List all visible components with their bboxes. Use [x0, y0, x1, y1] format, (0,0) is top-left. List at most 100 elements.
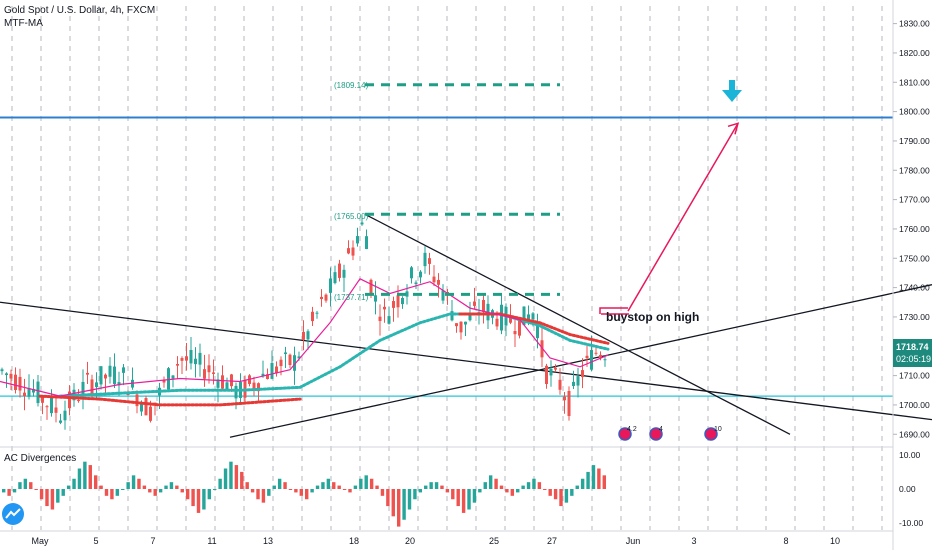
candle-body: [495, 318, 499, 327]
candle-body: [356, 236, 359, 244]
candle-body: [9, 373, 13, 379]
oscillator-pane: [2, 461, 606, 527]
oscillator-bar: [218, 478, 222, 489]
price-tick-label: 1800.00: [899, 107, 930, 117]
oscillator-bar: [196, 489, 201, 513]
oscillator-bar: [110, 489, 114, 500]
candle-body: [531, 313, 535, 320]
candle-body: [464, 321, 467, 325]
oscillator-bar: [283, 482, 287, 489]
oscillator-bar: [34, 489, 38, 490]
oscillator-bar: [148, 489, 152, 493]
oscillator-bar: [261, 489, 266, 503]
price-tick-label: 1740.00: [899, 283, 930, 293]
candle-body: [563, 396, 566, 401]
price-tick-label: 1730.00: [899, 312, 930, 322]
candle-body: [500, 304, 503, 331]
oscillator-bar: [288, 489, 293, 490]
oscillator-bar: [586, 471, 590, 489]
oscillator-bar: [294, 489, 298, 493]
candle-body: [50, 396, 53, 414]
oscillator-bar: [315, 485, 320, 489]
oscillator-bar: [213, 489, 217, 490]
oscillator-bar: [516, 489, 520, 493]
price-tick-label: 1830.00: [899, 19, 930, 29]
candle-body: [405, 291, 409, 297]
oscillator-bar: [434, 482, 439, 489]
candle-body: [212, 372, 215, 374]
candle-body: [459, 321, 463, 333]
candle-body: [45, 406, 49, 408]
oscillator-bar: [223, 468, 228, 489]
oscillator-bar: [429, 482, 433, 489]
time-tick-label: 7: [150, 536, 155, 546]
time-tick-label: 3: [691, 536, 696, 546]
oscillator-bar: [66, 485, 71, 489]
last-price: 1718.74: [896, 342, 929, 352]
candle-body: [338, 263, 341, 278]
time-tick-label: May: [31, 536, 49, 546]
level-label-1765: (1765.00): [334, 212, 369, 221]
candle-body: [585, 355, 589, 359]
candle-body: [32, 389, 35, 393]
candle-body: [410, 267, 413, 279]
buystop-marker: [599, 307, 628, 314]
us-flag-icon[interactable]: [704, 427, 718, 441]
candle-body: [266, 374, 269, 379]
oscillator-bar: [553, 489, 558, 500]
oscillator-bar: [326, 478, 331, 489]
oscillator-bar: [23, 478, 28, 489]
ma-mid-line: [58, 312, 610, 398]
oscillator-bar: [229, 461, 233, 489]
oscillator-bar: [348, 489, 352, 493]
candle-body: [549, 368, 553, 376]
candle-body: [81, 381, 85, 396]
time-tick-label: 10: [830, 536, 840, 546]
candle-body: [122, 367, 125, 373]
oscillator-bar: [126, 482, 130, 489]
candle-body: [441, 290, 445, 301]
oscillator-bar: [342, 489, 347, 490]
candle-body: [558, 379, 562, 390]
event-markers[interactable]: 4.2 4 10: [618, 426, 722, 441]
candle-body: [279, 359, 283, 367]
candle-body: [27, 388, 31, 397]
oscillator-bar: [45, 489, 49, 507]
candle-body: [455, 323, 458, 327]
oscillator-bar: [418, 489, 423, 493]
oscillator-bar: [61, 489, 65, 496]
oscillator-bar: [77, 468, 82, 489]
price-tick-label: 1790.00: [899, 136, 930, 146]
dashed-levels: [365, 83, 560, 296]
us-flag-icon[interactable]: [618, 427, 632, 441]
oscillator-bar: [337, 485, 341, 489]
candle-body: [432, 276, 436, 283]
price-tick-label: 1760.00: [899, 224, 930, 234]
oscillator-bar: [494, 478, 498, 489]
oscillator-bar: [564, 489, 569, 503]
candle-body: [54, 407, 58, 413]
oscillator-bar: [299, 489, 303, 496]
candle-body: [140, 403, 143, 412]
projection-line: [627, 122, 739, 312]
candle-body: [180, 358, 184, 361]
candle-body: [275, 366, 278, 374]
candle-body: [252, 382, 256, 389]
oscillator-bar: [18, 482, 22, 489]
oscillator-bar: [483, 482, 487, 489]
candle-body: [288, 354, 292, 366]
oscillator-bar: [72, 478, 76, 489]
oscillator-bar: [467, 489, 471, 510]
price-tick-label: 1770.00: [899, 195, 930, 205]
oscillator-bar: [7, 489, 11, 496]
candle-body: [99, 366, 103, 385]
oscillator-bar: [543, 489, 547, 490]
candle-body: [423, 252, 427, 267]
candle-body: [90, 379, 94, 394]
candle-body: [77, 400, 80, 402]
candle-body: [428, 258, 431, 264]
candle-body: [41, 397, 44, 403]
us-flag-icon[interactable]: [649, 427, 663, 441]
